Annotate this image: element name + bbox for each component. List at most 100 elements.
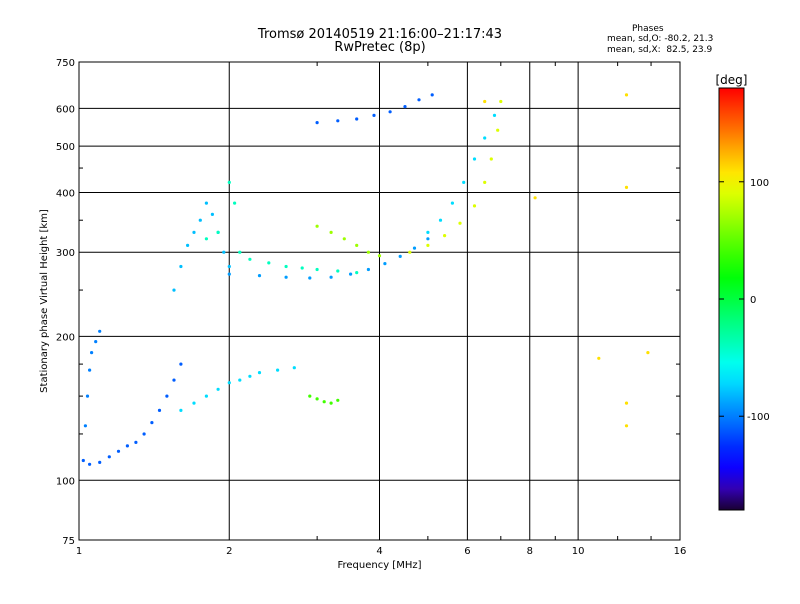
data-point bbox=[372, 113, 376, 117]
data-point bbox=[179, 408, 183, 412]
data-point bbox=[426, 230, 430, 234]
data-point bbox=[533, 196, 537, 200]
data-point bbox=[308, 394, 312, 398]
data-point bbox=[81, 458, 85, 463]
data-point bbox=[94, 340, 98, 344]
data-point bbox=[238, 250, 242, 254]
data-point bbox=[315, 224, 319, 228]
data-point bbox=[412, 246, 417, 250]
y-tick-label: 500 bbox=[56, 142, 75, 153]
data-point bbox=[417, 98, 421, 102]
data-point bbox=[308, 276, 312, 280]
y-tick-label: 200 bbox=[56, 332, 75, 343]
data-point bbox=[172, 378, 176, 382]
data-point bbox=[403, 105, 407, 109]
chart-title: Tromsø 20140519 21:16:00–21:17:43 bbox=[257, 27, 503, 42]
data-point bbox=[107, 455, 111, 459]
data-point bbox=[227, 381, 231, 385]
y-tick-label: 600 bbox=[56, 104, 75, 115]
data-point bbox=[329, 401, 333, 405]
y-tick-label: 100 bbox=[56, 476, 75, 487]
data-point bbox=[257, 371, 262, 375]
data-point bbox=[492, 113, 497, 117]
data-point bbox=[624, 93, 629, 97]
data-point bbox=[443, 234, 447, 238]
y-tick-label: 400 bbox=[56, 188, 75, 199]
data-point bbox=[142, 432, 146, 436]
data-point bbox=[315, 267, 319, 272]
data-point bbox=[98, 460, 102, 464]
y-tick-label: 750 bbox=[56, 58, 75, 69]
data-point bbox=[222, 250, 226, 254]
data-point bbox=[366, 250, 370, 254]
data-point bbox=[499, 99, 503, 104]
data-point bbox=[426, 243, 430, 247]
x-tick-label: 4 bbox=[376, 546, 382, 557]
data-point bbox=[134, 440, 138, 444]
x-tick-label: 6 bbox=[464, 546, 470, 557]
data-point bbox=[227, 180, 231, 184]
x-tick-label: 2 bbox=[226, 546, 232, 557]
data-point bbox=[165, 394, 169, 398]
data-point bbox=[204, 201, 208, 205]
data-point bbox=[192, 401, 196, 405]
data-point bbox=[597, 356, 601, 360]
data-point bbox=[483, 136, 487, 140]
data-point bbox=[430, 93, 434, 97]
data-point bbox=[329, 230, 333, 234]
data-point bbox=[292, 366, 296, 370]
data-point bbox=[248, 374, 252, 378]
data-point bbox=[329, 275, 333, 279]
data-point bbox=[489, 157, 493, 161]
data-point bbox=[336, 119, 340, 123]
data-point bbox=[355, 271, 359, 275]
x-tick-label: 1 bbox=[76, 546, 82, 557]
data-point bbox=[383, 262, 387, 266]
data-point bbox=[342, 237, 346, 241]
data-point bbox=[458, 221, 462, 225]
y-tick-label: 300 bbox=[56, 248, 75, 259]
data-point bbox=[204, 237, 208, 241]
data-point bbox=[322, 400, 326, 404]
data-point bbox=[98, 329, 102, 333]
data-point bbox=[227, 264, 231, 269]
chart-subtitle: RwPretec (8p) bbox=[334, 40, 426, 55]
data-point bbox=[227, 272, 231, 276]
data-point bbox=[355, 117, 359, 121]
colorbar-tick-label: 100 bbox=[750, 178, 769, 189]
data-point bbox=[116, 449, 121, 453]
data-point bbox=[210, 212, 214, 216]
data-point bbox=[624, 185, 629, 189]
data-point bbox=[336, 269, 340, 273]
data-point bbox=[398, 254, 402, 258]
data-point bbox=[300, 266, 304, 270]
data-point bbox=[85, 394, 90, 398]
data-point bbox=[336, 398, 340, 402]
colorbar-tick-label: -100 bbox=[747, 412, 770, 423]
data-point bbox=[88, 462, 92, 466]
phase-o-line: mean, sd,O: -80.2, 21.3 bbox=[607, 34, 714, 44]
data-point bbox=[88, 368, 92, 372]
data-point bbox=[315, 121, 319, 125]
colorbar-unit-label: [deg] bbox=[716, 73, 748, 87]
x-tick-label: 16 bbox=[674, 546, 687, 557]
data-point bbox=[238, 378, 242, 382]
data-point bbox=[355, 243, 359, 247]
data-point bbox=[186, 243, 190, 247]
data-point bbox=[284, 275, 288, 279]
data-point bbox=[377, 254, 382, 258]
data-point bbox=[216, 230, 220, 234]
data-point bbox=[257, 274, 262, 278]
data-point bbox=[472, 204, 477, 208]
data-point bbox=[267, 261, 271, 265]
data-point bbox=[624, 401, 629, 405]
colorbar-tick-label: 0 bbox=[750, 295, 756, 306]
data-point bbox=[216, 387, 220, 391]
data-point bbox=[624, 424, 629, 428]
data-point bbox=[179, 264, 183, 269]
data-point bbox=[198, 218, 202, 222]
data-point bbox=[388, 110, 392, 114]
data-point bbox=[366, 267, 370, 272]
x-axis-label: Frequency [MHz] bbox=[337, 560, 421, 571]
data-point bbox=[157, 408, 162, 412]
